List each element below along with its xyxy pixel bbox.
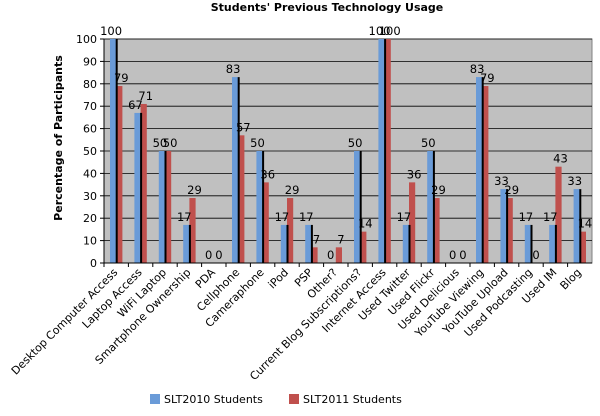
data-label-slt2011: 0 [532, 248, 539, 262]
data-label-slt2010: 0 [327, 248, 334, 262]
data-label-slt2010: 17 [275, 210, 290, 224]
data-label-slt2010: 83 [470, 62, 485, 76]
data-label-slt2010: 17 [543, 210, 558, 224]
data-label-slt2011: 36 [260, 167, 275, 181]
bar-slt2011 [287, 198, 294, 263]
data-label-slt2010: 50 [153, 136, 168, 150]
bar-slt2010 [354, 151, 361, 263]
chart-title: Students' Previous Technology Usage [211, 1, 444, 14]
y-tick-label: 30 [83, 190, 97, 203]
data-label-slt2010: 67 [128, 98, 143, 112]
bar-slt2011 [165, 151, 172, 263]
bar-slt2011 [433, 198, 440, 263]
data-label-slt2010: 17 [397, 210, 412, 224]
y-tick-label: 10 [83, 235, 97, 248]
bar-slt2010 [280, 224, 287, 263]
data-label-slt2010: 0 [205, 248, 212, 262]
legend-swatch-slt2010 [150, 394, 160, 404]
data-label-slt2011: 100 [379, 24, 401, 38]
data-label-slt2010: 33 [567, 174, 582, 188]
y-tick-label: 90 [83, 55, 97, 68]
bar-slt2011 [116, 86, 123, 263]
data-label-slt2010: 100 [369, 24, 391, 38]
data-label-slt2011: 43 [553, 152, 568, 166]
bar-slt2011 [335, 247, 342, 263]
bar-slt2010 [232, 77, 239, 263]
data-label-slt2011: 29 [187, 183, 202, 197]
data-label-slt2010: 17 [177, 210, 192, 224]
bar-slt2010 [549, 224, 556, 263]
bar-slt2010 [183, 224, 190, 263]
bar-slt2010 [158, 151, 165, 263]
data-label-slt2010: 50 [348, 136, 363, 150]
bar-slt2011 [311, 247, 318, 263]
y-tick-label: 20 [83, 212, 97, 225]
data-label-slt2011: 29 [504, 183, 519, 197]
data-label-slt2011: 7 [337, 232, 344, 246]
data-label-slt2011: 0 [215, 248, 222, 262]
bar-slt2011 [360, 231, 367, 263]
bar-slt2010 [110, 39, 117, 263]
bar-slt2010 [500, 189, 507, 263]
bar-slt2011 [506, 198, 513, 263]
bar-slt2010 [524, 224, 531, 263]
data-label-slt2010: 17 [299, 210, 314, 224]
y-tick-label: 80 [83, 78, 97, 91]
bar-slt2011 [189, 198, 196, 263]
data-label-slt2010: 0 [449, 248, 456, 262]
data-label-slt2010: 100 [100, 24, 122, 38]
data-label-slt2011: 29 [431, 183, 446, 197]
data-label-slt2010: 17 [519, 210, 534, 224]
data-label-slt2011: 57 [236, 120, 251, 134]
bar-slt2011 [579, 231, 586, 263]
data-label-slt2010: 33 [494, 174, 509, 188]
category-label: Blog [558, 266, 584, 292]
bar-slt2011 [555, 166, 562, 263]
bar-slt2010 [402, 224, 409, 263]
y-tick-label: 40 [83, 167, 97, 180]
bar-slt2010 [427, 151, 434, 263]
bar-slt2011 [384, 39, 391, 263]
data-label-slt2011: 14 [358, 217, 373, 231]
category-label: iPod [266, 266, 291, 291]
y-tick-label: 50 [83, 145, 97, 158]
y-tick-label: 60 [83, 123, 97, 136]
legend-label-slt2010: SLT2010 Students [164, 393, 263, 406]
bar-slt2011 [482, 86, 489, 263]
legend-swatch-slt2011 [289, 394, 299, 404]
data-label-slt2011: 79 [114, 71, 129, 85]
data-label-slt2011: 79 [480, 71, 495, 85]
data-label-slt2011: 71 [138, 89, 153, 103]
data-label-slt2011: 29 [285, 183, 300, 197]
bar-slt2011 [409, 182, 416, 263]
data-label-slt2011: 36 [407, 167, 422, 181]
y-tick-label: 70 [83, 100, 97, 113]
legend-label-slt2011: SLT2011 Students [303, 393, 402, 406]
bar-slt2010 [305, 224, 312, 263]
bar-slt2010 [378, 39, 385, 263]
bar-slt2010 [476, 77, 483, 263]
data-label-slt2011: 0 [459, 248, 466, 262]
y-tick-label: 100 [76, 33, 97, 46]
bar-slt2010 [573, 189, 580, 263]
bar-slt2010 [134, 112, 141, 263]
bar-slt2011 [262, 182, 269, 263]
y-axis-label: Percentage of Participants [52, 55, 65, 221]
bar-slt2011 [238, 135, 245, 263]
bar-slt2010 [256, 151, 263, 263]
y-tick-label: 0 [90, 257, 97, 270]
data-label-slt2010: 83 [226, 62, 241, 76]
bar-slt2011 [140, 103, 147, 264]
data-label-slt2011: 14 [578, 217, 593, 231]
data-label-slt2011: 7 [313, 232, 320, 246]
data-label-slt2011: 50 [163, 136, 178, 150]
data-label-slt2010: 50 [250, 136, 265, 150]
data-label-slt2010: 50 [421, 136, 436, 150]
